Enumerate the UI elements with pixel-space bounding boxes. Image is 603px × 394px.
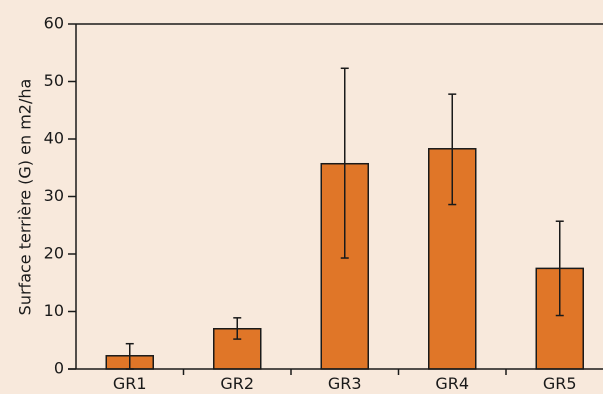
x-tick-label: GR4 [435,374,469,393]
y-tick-label: 10 [44,301,64,320]
y-tick-label: 40 [44,129,64,148]
y-tick-label: 50 [44,71,64,90]
x-tick-label: GR3 [328,374,362,393]
y-axis-title: Surface terrière (G) en m2/ha [16,79,35,316]
x-tick-label: GR5 [543,374,577,393]
x-ticks-group: GR1 GR2 GR3 GR4 GR5 [113,369,577,393]
x-tick-label: GR2 [220,374,254,393]
x-tick-label: GR1 [113,374,147,393]
y-ticks-group: 0 10 20 30 40 50 60 [44,14,76,378]
y-tick-label: 60 [44,14,64,33]
y-tick-label: 30 [44,186,64,205]
y-tick-label: 20 [44,244,64,263]
y-tick-label: 0 [54,359,64,378]
